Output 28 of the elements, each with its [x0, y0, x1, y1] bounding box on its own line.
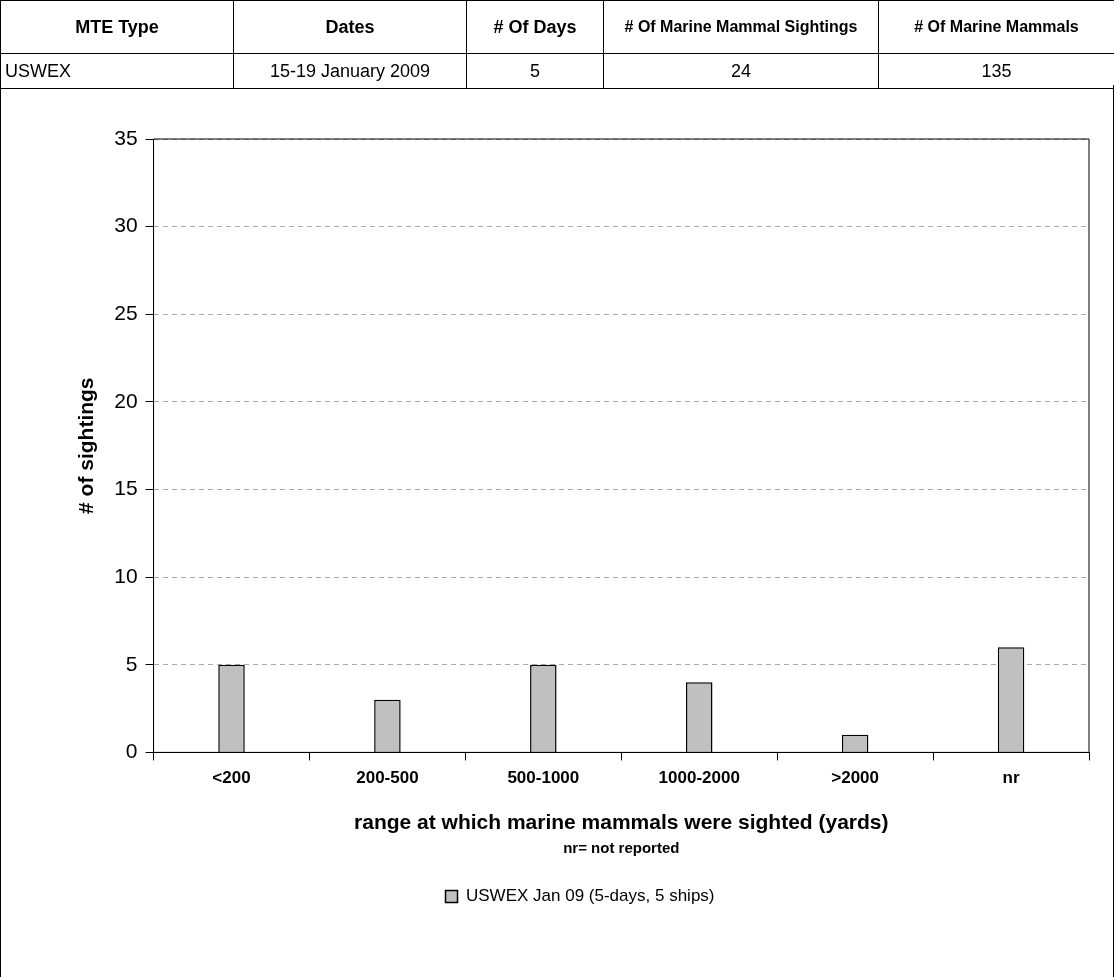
y-tick-label: 35	[114, 125, 138, 149]
text: 5	[466, 53, 604, 89]
y-tick-label: 20	[114, 388, 138, 412]
text: nr= not reported	[563, 838, 680, 856]
x-tick-label: nr	[1002, 768, 1020, 788]
text: 24	[603, 53, 879, 89]
text: 15-19 January 2009	[233, 53, 467, 89]
x-tick-label: 500-1000	[507, 768, 580, 788]
text: MTE Type	[0, 0, 234, 54]
y-axis-title: # of sightings	[74, 377, 98, 514]
y-tick-label: 30	[114, 213, 138, 237]
text: # Of Marine Mammals	[878, 0, 1114, 54]
x-axis-title: range at which marine mammals were sighted (yards)	[354, 810, 889, 834]
text: USWEX	[0, 53, 234, 89]
y-tick-label: 25	[114, 301, 138, 325]
x-tick-label: <200	[212, 768, 251, 788]
y-tick-label: 15	[114, 476, 138, 500]
text: Dates	[233, 0, 467, 54]
y-tick-label: 0	[125, 739, 138, 763]
text: # Of Days	[466, 0, 604, 54]
text: # Of Marine Mammal Sightings	[603, 0, 879, 54]
y-tick-label: 5	[125, 651, 138, 675]
text: 135	[878, 53, 1114, 89]
y-tick-label: 10	[114, 563, 138, 587]
x-tick-label: >2000	[831, 768, 880, 788]
x-tick-label: 1000-2000	[658, 768, 740, 788]
legend-label: USWEX Jan 09 (5-days, 5 ships)	[466, 886, 715, 906]
x-tick-label: 200-500	[356, 768, 419, 788]
